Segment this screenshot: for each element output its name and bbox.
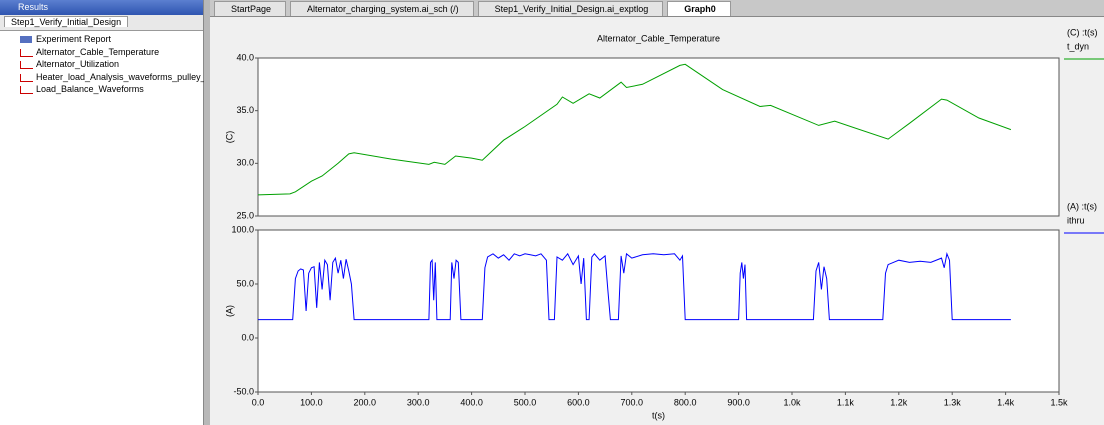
legend-label: ithru [1067, 215, 1085, 225]
tree-item[interactable]: Experiment Report [18, 33, 203, 46]
panel-tab-strip: Step1_Verify_Initial_Design [0, 15, 203, 31]
x-tick-label: 600.0 [567, 397, 590, 407]
document-tab[interactable]: Alternator_charging_system.ai_sch (/) [290, 1, 474, 16]
x-tick-label: 700.0 [621, 397, 644, 407]
y-tick-label: 25.0 [236, 210, 254, 220]
y-tick-label: 0.0 [241, 332, 254, 342]
x-tick-label: 1.2k [890, 397, 908, 407]
splitter [204, 0, 210, 425]
tree-item[interactable]: Load_Balance_Waveforms [18, 83, 203, 96]
y-axis-label: (A) [224, 305, 234, 317]
tab-bar: StartPage Alternator_charging_system.ai_s… [210, 0, 1104, 17]
y-tick-label: -50.0 [233, 386, 254, 396]
document-tab[interactable]: Graph0 [667, 1, 731, 16]
y-tick-label: 40.0 [236, 52, 254, 62]
panel-tab[interactable]: Step1_Verify_Initial_Design [4, 16, 129, 27]
series-line [258, 252, 1011, 321]
y-tick-label: 35.0 [236, 105, 254, 115]
x-tick-label: 1.3k [944, 397, 962, 407]
panel-title: Results [0, 0, 203, 15]
graph: Alternator_Cable_Temperature 25.0 30.0 35.0… [210, 17, 1104, 425]
results-tree: Experiment Report Alternator_Cable_Temper… [18, 33, 218, 96]
document-tab[interactable]: Step1_Verify_Initial_Design.ai_exptlog [477, 1, 664, 16]
y-tick-label: 100.0 [231, 224, 254, 234]
x-tick-label: 200.0 [354, 397, 377, 407]
x-tick-label: 300.0 [407, 397, 430, 407]
x-tick-label: 800.0 [674, 397, 697, 407]
x-tick-label: 100.0 [300, 397, 323, 407]
y-tick-label: 30.0 [236, 158, 254, 168]
x-tick-label: 1.1k [837, 397, 855, 407]
x-tick-label: 500.0 [514, 397, 537, 407]
document-tab[interactable]: StartPage [214, 1, 287, 16]
x-tick-label: 1.4k [997, 397, 1015, 407]
series-line [257, 63, 1012, 196]
results-panel: Results Step1_Verify_Initial_Design Expe… [0, 0, 218, 425]
legend-header: (A) :t(s) [1067, 201, 1097, 211]
x-tick-label: 1.0k [783, 397, 801, 407]
x-tick-label: 400.0 [460, 397, 483, 407]
y-axis-label: (C) [224, 131, 234, 144]
y-tick-label: 50.0 [236, 278, 254, 288]
x-tick-label: 1.5k [1050, 397, 1068, 407]
tree-item[interactable]: Alternator_Utilization [18, 58, 203, 71]
x-tick-label: 900.0 [727, 397, 750, 407]
x-axis-label: t(s) [652, 410, 665, 420]
tree-item[interactable]: Alternator_Cable_Temperature [18, 46, 203, 59]
x-tick-label: 0.0 [252, 397, 265, 407]
legend-header: (C) :t(s) [1067, 27, 1098, 37]
tree-item[interactable]: Heater_load_Analysis_waveforms_pulley_ra… [18, 71, 218, 84]
plot-area [257, 229, 1060, 393]
plot-area [257, 57, 1060, 217]
legend-label: t_dyn [1067, 41, 1089, 51]
chart-title: Alternator_Cable_Temperature [597, 33, 720, 43]
